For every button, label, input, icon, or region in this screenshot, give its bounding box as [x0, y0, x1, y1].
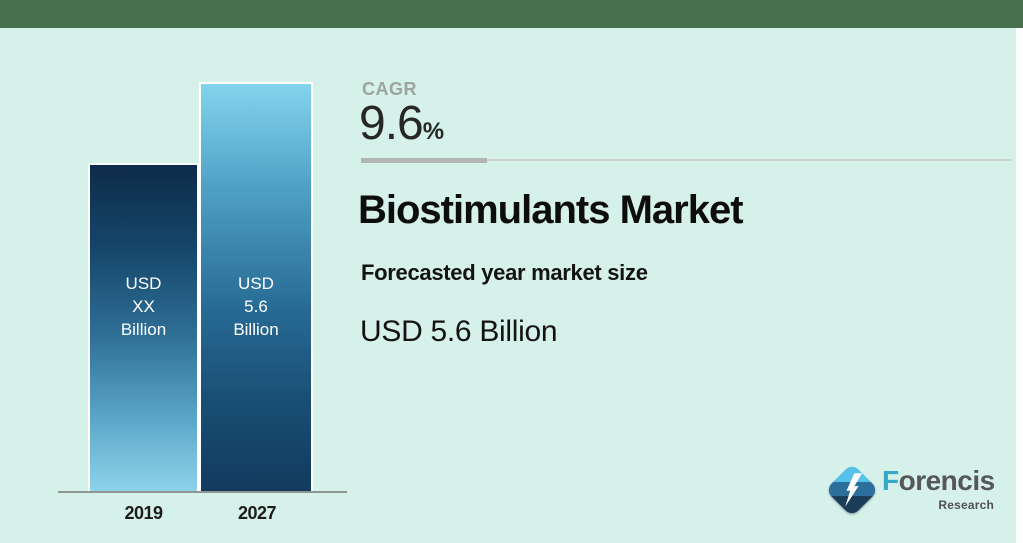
divider-accent-segment: [361, 158, 487, 163]
bar-2019: USD XX Billion: [88, 163, 199, 492]
brand-initial: F: [882, 465, 899, 496]
bar-2019-value-label: USD XX Billion: [90, 272, 197, 341]
forencis-research-logo: Forencis Research: [820, 458, 1005, 533]
cagr-percent-sign: %: [422, 118, 445, 145]
bar-2027-label-line3: Billion: [233, 320, 279, 339]
brand-tagline: Research: [938, 498, 994, 512]
bar-chart: USD XX Billion USD 5.6 Billion 2019 2027: [0, 0, 360, 543]
divider-rule: [487, 159, 1011, 161]
x-axis-line: [58, 491, 347, 493]
bar-2019-label-line1: USD: [125, 274, 162, 293]
top-green-band: [0, 0, 1023, 28]
bar-2019-label-line2: XX: [132, 297, 155, 316]
forecast-value: USD 5.6 Billion: [360, 315, 558, 348]
right-edge-strip: [1016, 28, 1023, 543]
bar-2027-label-line2: 5.6: [244, 297, 268, 316]
brand-name: Forencis: [882, 465, 995, 497]
cagr-value: 9.6%: [359, 100, 444, 156]
x-tick-2027: 2027: [237, 503, 277, 523]
bar-2027-label-line1: USD: [238, 274, 274, 293]
bar-2027: USD 5.6 Billion: [199, 82, 313, 492]
subtitle: Forecasted year market size: [361, 260, 648, 285]
x-tick-2019: 2019: [124, 503, 163, 523]
bar-2019-label-line3: Billion: [120, 320, 167, 339]
cagr-number: 9.6: [359, 97, 424, 150]
page-title: Biostimulants Market: [358, 188, 744, 232]
cagr-label: CAGR: [362, 79, 417, 99]
bar-2027-value-label: USD 5.6 Billion: [201, 272, 311, 341]
brand-rest: orencis: [898, 465, 996, 496]
section-divider: [361, 158, 1011, 164]
lightning-bolt-icon: [845, 473, 863, 507]
